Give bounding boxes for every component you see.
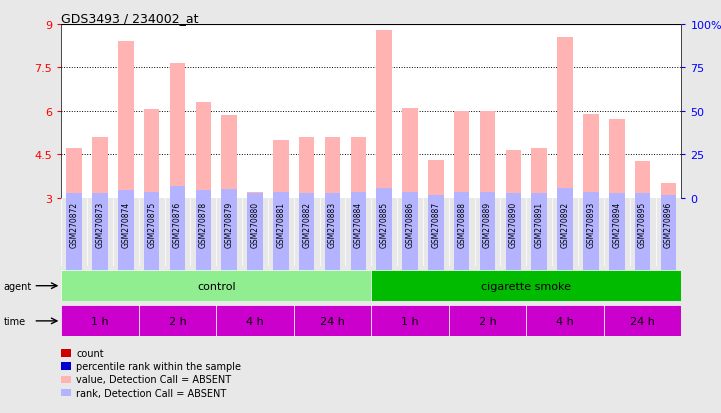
Bar [324, 194, 340, 285]
Bar [402, 109, 417, 285]
Bar [273, 140, 288, 285]
Bar [371, 271, 681, 301]
Bar [92, 194, 108, 285]
Text: GSM270872: GSM270872 [70, 202, 79, 248]
Bar [609, 194, 624, 285]
Bar [531, 149, 547, 285]
Bar [299, 138, 314, 285]
Text: GSM270874: GSM270874 [121, 202, 131, 248]
Bar [118, 42, 133, 285]
Text: GSM270882: GSM270882 [302, 202, 311, 247]
Text: GSM270884: GSM270884 [354, 202, 363, 248]
Text: GSM270893: GSM270893 [586, 202, 596, 248]
Text: GDS3493 / 234002_at: GDS3493 / 234002_at [61, 12, 199, 25]
Text: value, Detection Call = ABSENT: value, Detection Call = ABSENT [76, 375, 231, 385]
Text: GSM270885: GSM270885 [380, 202, 389, 248]
Bar [221, 190, 237, 285]
Bar [247, 194, 262, 285]
Bar [247, 192, 262, 285]
Bar [170, 64, 185, 285]
Text: GSM270880: GSM270880 [251, 202, 260, 248]
Text: GSM270878: GSM270878 [199, 202, 208, 248]
Bar [660, 195, 676, 285]
Bar [479, 192, 495, 285]
Bar [195, 191, 211, 285]
Bar [603, 306, 681, 337]
Bar [531, 194, 547, 285]
Bar [66, 194, 82, 285]
Text: GSM270873: GSM270873 [96, 202, 105, 248]
Bar [138, 306, 216, 337]
Bar [557, 38, 572, 285]
Bar [61, 271, 371, 301]
Text: 24 h: 24 h [320, 316, 345, 326]
Bar [92, 138, 108, 285]
Text: GSM270890: GSM270890 [509, 202, 518, 248]
Text: GSM270888: GSM270888 [457, 202, 466, 247]
Text: time: time [4, 316, 26, 326]
Text: GSM270892: GSM270892 [561, 202, 570, 248]
Bar [350, 138, 366, 285]
Text: 4 h: 4 h [556, 316, 574, 326]
Bar [660, 184, 676, 285]
Bar [170, 187, 185, 285]
Text: GSM270881: GSM270881 [276, 202, 286, 247]
Text: GSM270896: GSM270896 [664, 202, 673, 248]
Bar [454, 112, 469, 285]
Text: GSM270886: GSM270886 [406, 202, 415, 248]
Bar [66, 149, 82, 285]
Text: rank, Detection Call = ABSENT: rank, Detection Call = ABSENT [76, 388, 226, 398]
Text: GSM270879: GSM270879 [225, 202, 234, 248]
Bar [402, 192, 417, 285]
Bar [634, 194, 650, 285]
Bar [118, 191, 133, 285]
Text: GSM270887: GSM270887 [431, 202, 441, 248]
Bar [144, 110, 159, 285]
Text: control: control [197, 281, 236, 291]
Text: GSM270894: GSM270894 [612, 202, 622, 248]
Bar [583, 192, 598, 285]
Bar [479, 112, 495, 285]
Bar [448, 306, 526, 337]
Text: count: count [76, 348, 104, 358]
Text: GSM270889: GSM270889 [483, 202, 492, 248]
Bar [350, 192, 366, 285]
Bar [428, 161, 443, 285]
Bar [583, 114, 598, 285]
Text: GSM270895: GSM270895 [638, 202, 647, 248]
Bar [454, 192, 469, 285]
Bar [376, 31, 392, 285]
Text: GSM270891: GSM270891 [535, 202, 544, 248]
Bar [371, 306, 448, 337]
Bar [293, 306, 371, 337]
Bar [324, 138, 340, 285]
Text: 24 h: 24 h [630, 316, 655, 326]
Bar [557, 188, 572, 285]
Bar [634, 162, 650, 285]
Text: GSM270875: GSM270875 [147, 202, 156, 248]
Bar [61, 306, 138, 337]
Text: cigarette smoke: cigarette smoke [482, 281, 571, 291]
Bar [195, 103, 211, 285]
Text: percentile rank within the sample: percentile rank within the sample [76, 361, 242, 371]
Bar [221, 116, 237, 285]
Text: 1 h: 1 h [92, 316, 109, 326]
Bar [376, 188, 392, 285]
Bar [428, 195, 443, 285]
Text: 4 h: 4 h [246, 316, 264, 326]
Bar [299, 194, 314, 285]
Bar [144, 192, 159, 285]
Bar [526, 306, 603, 337]
Text: agent: agent [4, 281, 32, 291]
Text: 2 h: 2 h [479, 316, 497, 326]
Text: GSM270876: GSM270876 [173, 202, 182, 248]
Bar [505, 194, 521, 285]
Bar [609, 120, 624, 285]
Bar [216, 306, 293, 337]
Bar [505, 150, 521, 285]
Text: GSM270883: GSM270883 [328, 202, 337, 248]
Text: 2 h: 2 h [169, 316, 187, 326]
Bar [273, 192, 288, 285]
Text: 1 h: 1 h [402, 316, 419, 326]
